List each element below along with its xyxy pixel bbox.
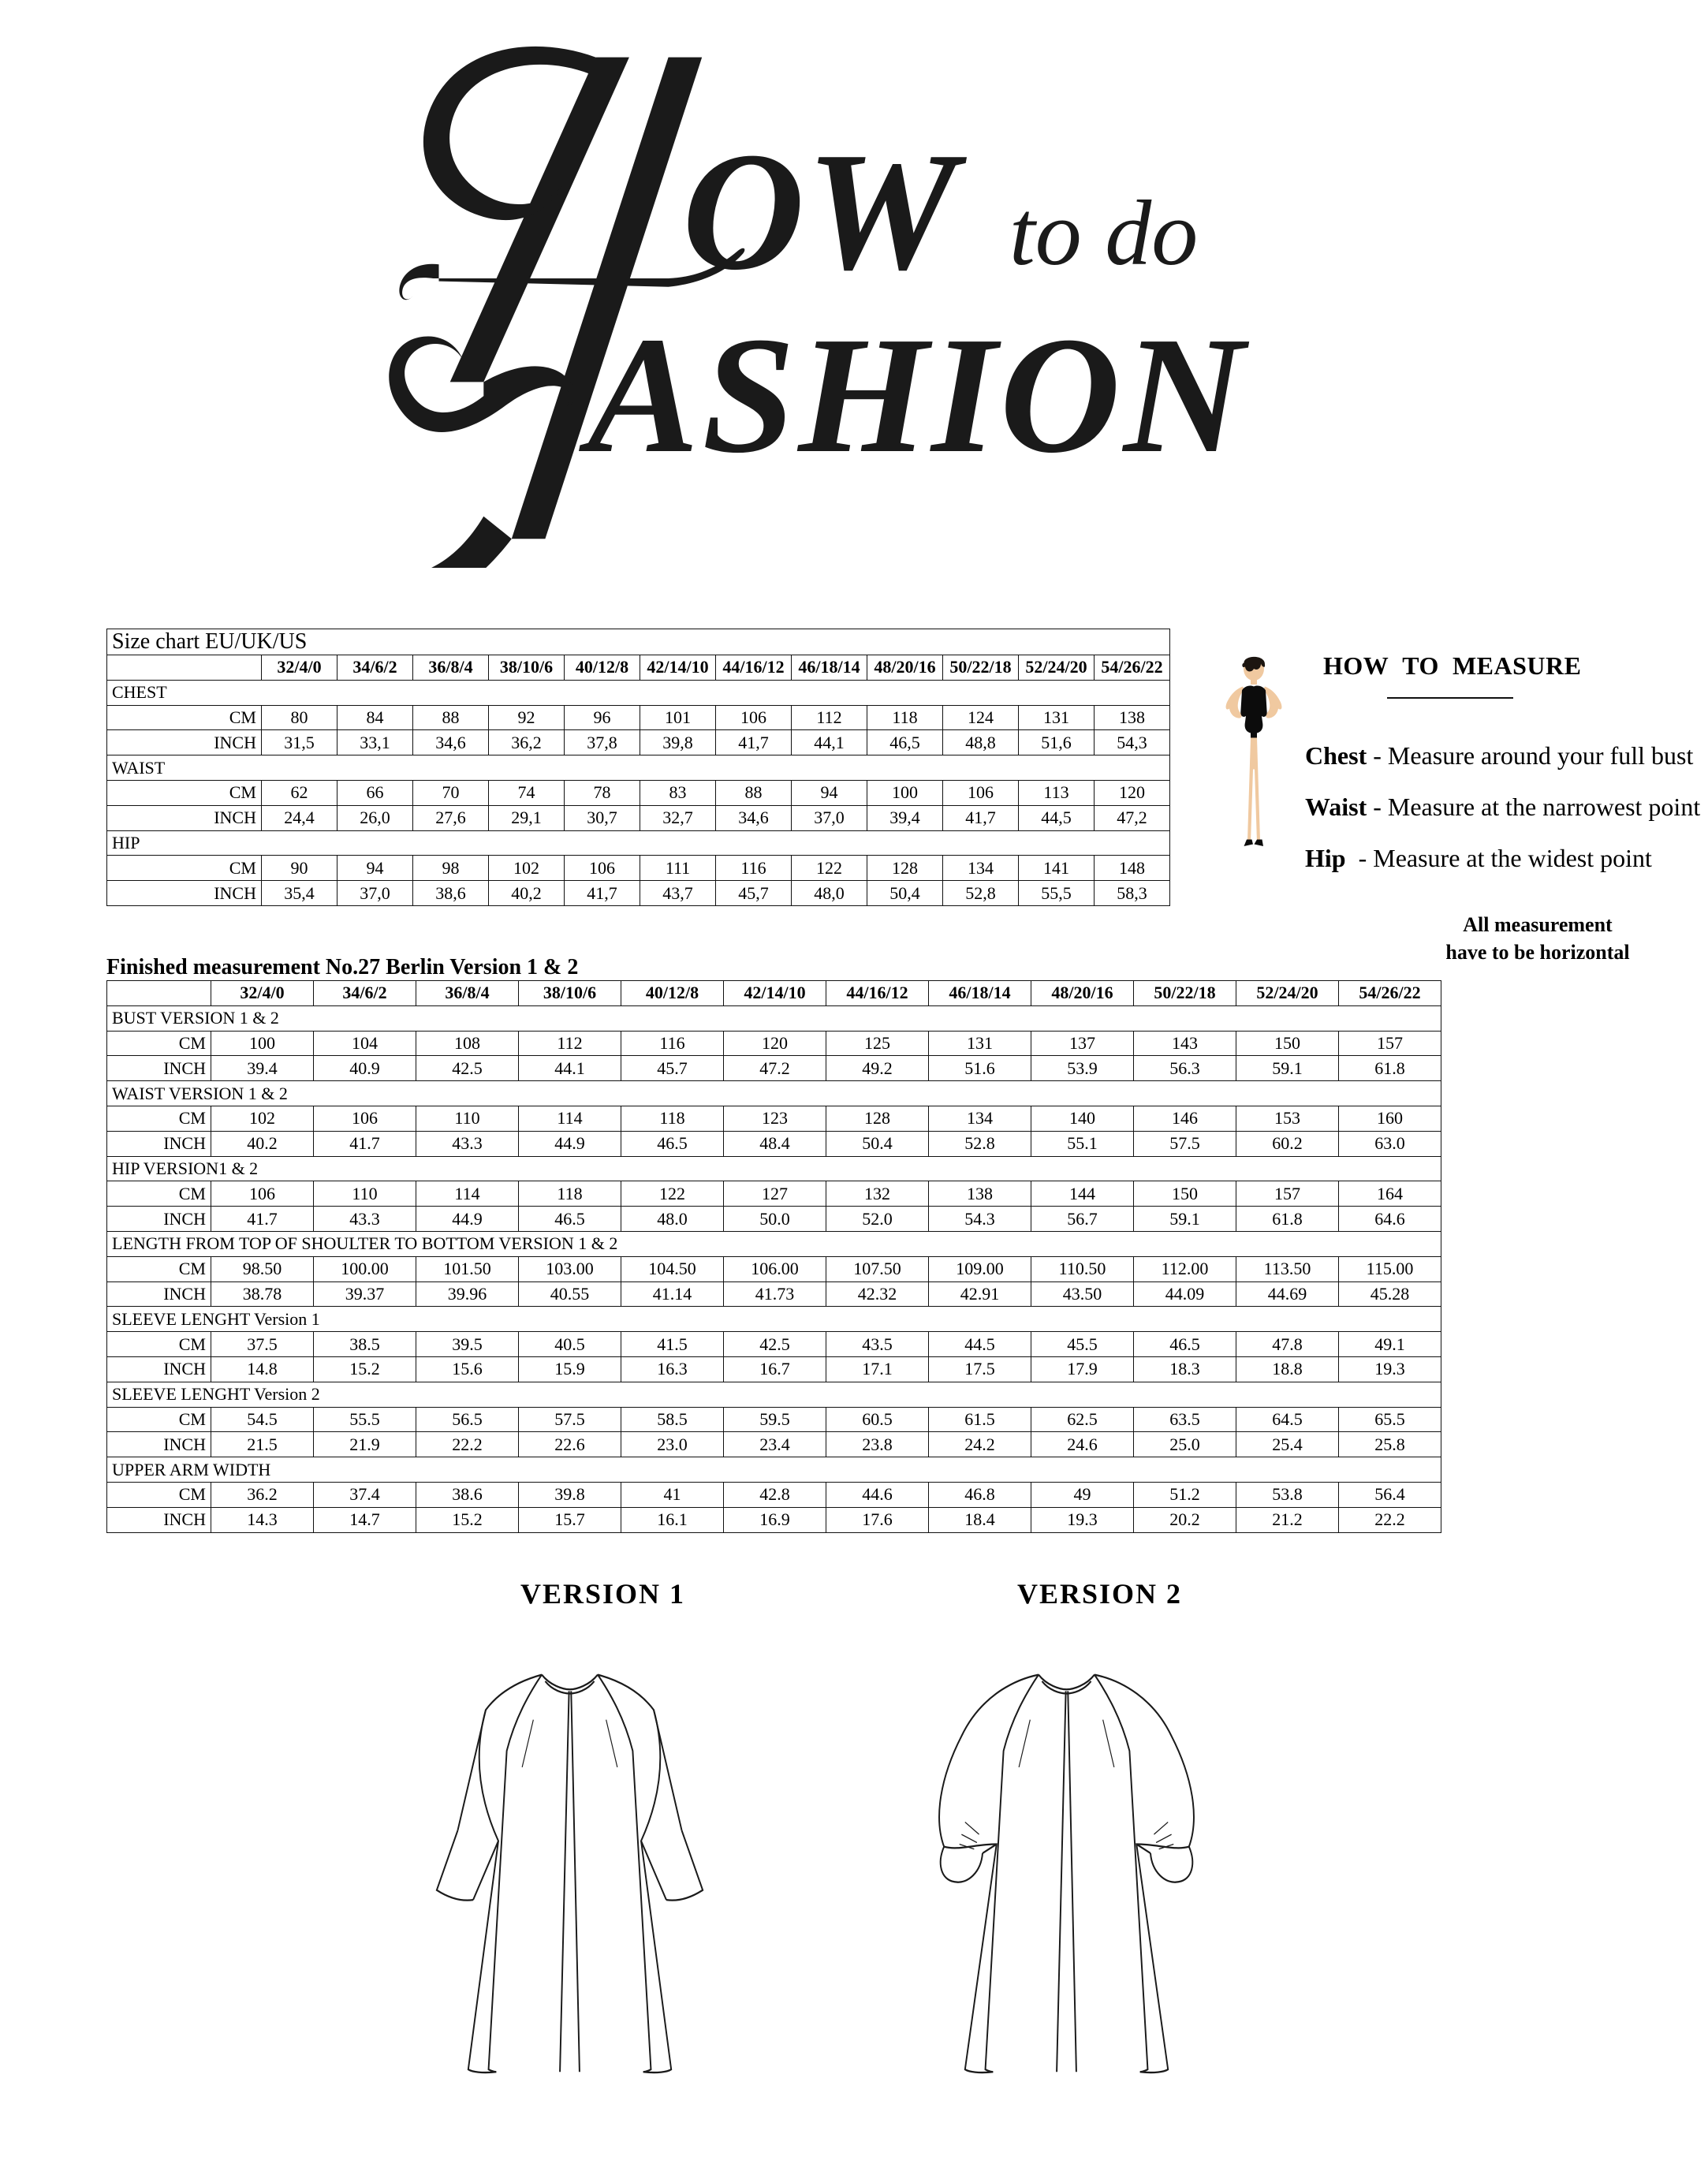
svg-text:OW: OW [682, 117, 967, 305]
svg-text:ASHION: ASHION [579, 302, 1250, 487]
svg-text:to do: to do [1009, 181, 1198, 285]
